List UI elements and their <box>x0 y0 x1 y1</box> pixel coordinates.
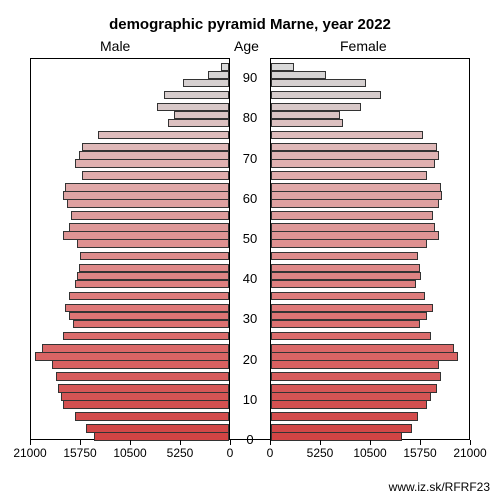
bar-female <box>271 91 381 100</box>
female-plot-box <box>270 58 470 440</box>
bar-male <box>164 91 229 100</box>
bar-male <box>67 199 229 208</box>
bar-male <box>75 159 229 168</box>
bar-female <box>271 159 435 168</box>
bar-female <box>271 79 366 88</box>
bar-female <box>271 119 343 128</box>
bar-male <box>71 211 229 220</box>
bar-male <box>63 400 229 409</box>
age-label: 60 <box>230 191 270 206</box>
bar-male <box>98 131 229 140</box>
bar-female <box>271 252 418 261</box>
bar-female <box>271 292 425 301</box>
header-female: Female <box>340 38 387 54</box>
age-label: 80 <box>230 110 270 125</box>
bar-female <box>271 171 427 180</box>
age-label: 90 <box>230 70 270 85</box>
bar-female <box>271 199 439 208</box>
x-tick-label: 0 <box>267 446 274 460</box>
x-tick-label: 10500 <box>113 446 146 460</box>
x-tick-label: 21000 <box>13 446 46 460</box>
bar-female <box>271 280 416 289</box>
bar-male <box>56 372 229 381</box>
x-tick-label: 15750 <box>63 446 96 460</box>
bar-male <box>77 239 229 248</box>
x-tick-label: 5250 <box>307 446 334 460</box>
bar-female <box>271 131 423 140</box>
age-label: 40 <box>230 271 270 286</box>
x-tick-label: 15750 <box>403 446 436 460</box>
bar-male <box>80 252 229 261</box>
male-plot-box <box>30 58 230 440</box>
x-tick-label: 21000 <box>453 446 486 460</box>
age-label: 30 <box>230 311 270 326</box>
bar-male <box>82 171 229 180</box>
source-text: www.iz.sk/RFRF23 <box>389 480 490 494</box>
bar-male <box>183 79 229 88</box>
bar-female <box>271 412 418 421</box>
age-label: 50 <box>230 231 270 246</box>
bar-male <box>73 320 229 329</box>
bar-female <box>271 332 431 341</box>
x-tick-label: 10500 <box>353 446 386 460</box>
bar-female <box>271 360 439 369</box>
x-axis: 2100015750105005250005250105001575021000 <box>30 440 470 470</box>
bar-male <box>75 280 229 289</box>
age-label: 10 <box>230 392 270 407</box>
bar-female <box>271 211 433 220</box>
x-tick-label: 0 <box>227 446 234 460</box>
bar-male <box>63 332 229 341</box>
bar-female <box>271 400 427 409</box>
bar-female <box>271 372 441 381</box>
chart-container: demographic pyramid Marne, year 2022 Mal… <box>0 0 500 500</box>
header-male: Male <box>100 38 130 54</box>
bar-male <box>69 292 229 301</box>
age-label: 20 <box>230 352 270 367</box>
bar-male <box>75 412 229 421</box>
bar-male <box>168 119 229 128</box>
age-label: 70 <box>230 151 270 166</box>
bar-female <box>271 239 427 248</box>
header-age: Age <box>234 38 259 54</box>
x-tick-label: 5250 <box>167 446 194 460</box>
bar-female <box>271 320 420 329</box>
chart-title: demographic pyramid Marne, year 2022 <box>0 0 500 33</box>
pyramid-plot: 9080706050403020100 <box>30 58 470 440</box>
bar-male <box>52 360 229 369</box>
